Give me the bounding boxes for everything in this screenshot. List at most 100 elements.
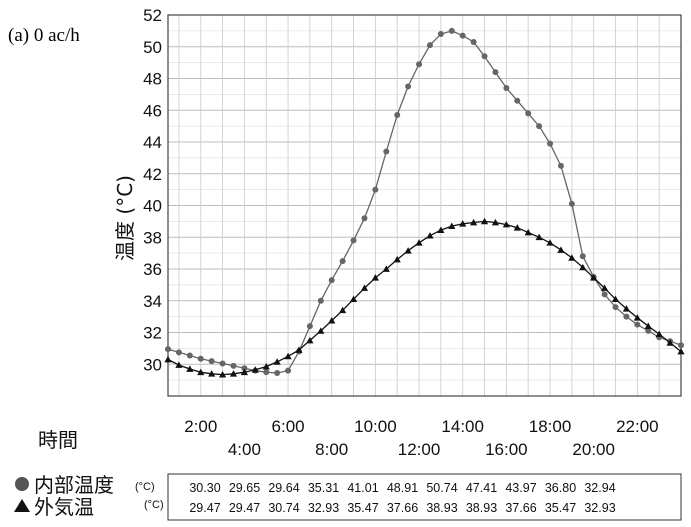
data-point (350, 237, 357, 244)
x-tick-label: 2:00 (184, 417, 217, 436)
x-tick-label: 4:00 (228, 440, 261, 459)
data-point (383, 148, 390, 155)
data-point (525, 110, 532, 117)
data-point (448, 27, 455, 34)
x-axis-label: 時間 (38, 428, 78, 452)
data-point (263, 369, 270, 376)
data-point (547, 140, 554, 147)
x-tick-label: 14:00 (441, 417, 484, 436)
data-point (633, 314, 641, 321)
data-point (677, 347, 685, 355)
data-point (611, 295, 620, 303)
data-point (218, 370, 227, 378)
plot-frame (167, 14, 682, 397)
data-point (317, 297, 324, 304)
table-value: 41.01 (347, 481, 378, 495)
data-point (197, 368, 205, 376)
data-point (590, 274, 598, 281)
legend-circle-marker (15, 477, 29, 491)
data-point (262, 363, 270, 370)
data-point (306, 336, 314, 344)
table-value: 35.31 (308, 481, 339, 495)
y-tick-label: 34 (143, 292, 162, 311)
data-point (306, 323, 313, 330)
data-point (503, 85, 510, 92)
x-tick-label: 22:00 (616, 417, 659, 436)
data-point (437, 226, 445, 233)
table-value: 48.91 (387, 481, 418, 495)
data-point (208, 358, 215, 365)
table-value: 29.64 (268, 481, 299, 495)
data-point (317, 327, 325, 334)
data-point (241, 365, 248, 372)
data-point (295, 346, 303, 353)
table-value: 32.93 (308, 501, 339, 515)
x-tick-label: 10:00 (354, 417, 397, 436)
data-point (393, 255, 401, 263)
data-point (349, 295, 358, 303)
series-line-2 (167, 220, 682, 376)
data-point (284, 352, 292, 360)
data-point (579, 263, 587, 271)
data-point (405, 83, 412, 90)
legend-series-2-name: 外気温 (34, 495, 94, 519)
grid (168, 15, 681, 396)
data-point (480, 217, 489, 225)
data-point (285, 367, 292, 374)
data-point (186, 352, 193, 359)
data-point (546, 239, 554, 246)
table-value: 29.47 (229, 501, 260, 515)
data-point (175, 361, 183, 368)
data-table: 30.30 29.65 29.64 35.31 41.01 48.91 50.74 47.41… (189, 481, 615, 515)
data-point (535, 233, 543, 241)
y-axis-label: 温度 (°C) (113, 175, 137, 261)
y-tick-label: 52 (143, 6, 162, 25)
table-value: 29.47 (189, 501, 220, 515)
table-value: 37.66 (505, 501, 536, 515)
y-axis-ticks: 30 32 34 36 38 40 42 44 46 48 50 52 (143, 6, 162, 374)
data-point (274, 369, 281, 376)
panel-label: (a) 0 ac/h (8, 25, 80, 46)
x-tick-label: 12:00 (398, 440, 441, 459)
table-value: 37.66 (387, 501, 418, 515)
x-tick-label: 8:00 (315, 440, 348, 459)
data-point (634, 321, 641, 328)
y-tick-label: 38 (143, 228, 162, 247)
y-tick-label: 42 (143, 165, 162, 184)
table-value: 30.30 (189, 481, 220, 495)
data-point (568, 200, 575, 207)
data-point (339, 258, 346, 265)
data-point (197, 355, 204, 362)
data-point (655, 330, 663, 337)
table-value: 38.93 (466, 501, 497, 515)
data-point (644, 322, 652, 330)
table-value: 36.80 (545, 481, 576, 495)
table-value: 32.94 (584, 481, 615, 495)
data-point (514, 97, 521, 104)
legend-triangle-marker (14, 499, 30, 512)
x-axis-ticks: 2:00 6:00 10:00 14:00 18:00 22:00 4:00 8:00 12:0… (184, 417, 658, 459)
data-point (229, 370, 238, 377)
data-point (666, 339, 674, 346)
data-point (601, 291, 608, 298)
data-point (612, 304, 619, 311)
data-point (437, 31, 444, 38)
x-tick-label: 16:00 (485, 440, 528, 459)
data-point (416, 61, 423, 68)
data-point (426, 42, 433, 49)
data-point (165, 346, 171, 353)
data-point (230, 362, 237, 369)
table-value: 30.74 (268, 501, 299, 515)
x-tick-label: 20:00 (572, 440, 615, 459)
data-point (394, 112, 401, 119)
data-point (459, 220, 467, 227)
data-point (470, 38, 477, 45)
legend-series-1-name: 内部温度 (34, 473, 114, 497)
data-point (645, 327, 652, 334)
data-point (622, 305, 631, 312)
table-value: 29.65 (229, 481, 260, 495)
x-tick-label: 18:00 (529, 417, 572, 436)
y-tick-label: 46 (143, 101, 162, 120)
legend-series-1-unit: (°C) (135, 481, 155, 493)
